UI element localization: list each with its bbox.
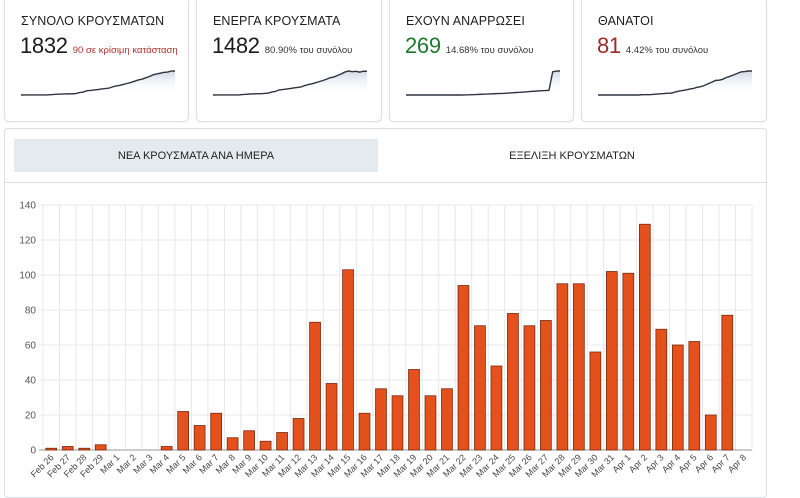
bar[interactable] bbox=[721, 314, 734, 451]
tab-label: ΝΕΑ ΚΡΟΥΣΜΑΤΑ ΑΝΑ ΗΜΕΡΑ bbox=[117, 149, 275, 162]
bar[interactable] bbox=[457, 285, 470, 451]
card-title: ΣΥΝΟΛΟ ΚΡΟΥΣΜΑΤΩΝ bbox=[21, 14, 165, 28]
bar[interactable] bbox=[325, 383, 338, 451]
sparkline-area bbox=[21, 71, 175, 95]
bar[interactable] bbox=[61, 446, 74, 451]
bar[interactable] bbox=[507, 313, 519, 451]
bar[interactable] bbox=[671, 344, 684, 451]
bar[interactable] bbox=[408, 369, 420, 451]
sparkline-line bbox=[20, 70, 176, 96]
sparkline-area bbox=[213, 71, 367, 95]
card-value-row: 1482 80.90% του συνόλου bbox=[212, 33, 352, 59]
card-value: 1832 bbox=[20, 33, 68, 58]
bar[interactable] bbox=[193, 425, 206, 451]
x-tick-label: Apr 8 bbox=[726, 452, 748, 474]
bar[interactable] bbox=[292, 418, 305, 451]
bar[interactable] bbox=[358, 412, 371, 451]
stat-card-deaths: ΘΑΝΑΤΟΙ 81 4.42% του συνόλου bbox=[581, 0, 767, 122]
bar[interactable] bbox=[474, 325, 486, 451]
card-subtext: 90 σε κρίσιμη κατάσταση bbox=[72, 45, 178, 56]
bar[interactable] bbox=[391, 395, 404, 451]
bar[interactable] bbox=[704, 414, 717, 451]
bar[interactable] bbox=[177, 411, 189, 451]
bar[interactable] bbox=[424, 395, 437, 451]
y-tick-label: 40 bbox=[25, 376, 37, 387]
sparkline-line bbox=[406, 70, 561, 96]
bar[interactable] bbox=[556, 283, 569, 451]
bar[interactable] bbox=[688, 341, 701, 451]
bar[interactable] bbox=[573, 283, 585, 451]
card-title: ΘΑΝΑΤΟΙ bbox=[598, 14, 654, 28]
bar[interactable] bbox=[523, 325, 536, 451]
bar[interactable] bbox=[441, 388, 453, 451]
bar[interactable] bbox=[342, 269, 354, 451]
card-value-row: 81 4.42% του συνόλου bbox=[597, 33, 708, 59]
y-tick-label: 0 bbox=[30, 446, 36, 457]
stat-card-recovered: ΕΧΟΥΝ ΑΝΑΡΡΩΣΕΙ 269 14.68% του συνόλου bbox=[389, 0, 574, 122]
bar[interactable] bbox=[210, 412, 222, 451]
sparkline-recovered bbox=[406, 70, 561, 96]
bar[interactable] bbox=[276, 432, 288, 451]
tab-new-cases-per-day[interactable]: ΝΕΑ ΚΡΟΥΣΜΑΤΑ ΑΝΑ ΗΜΕΡΑ bbox=[14, 139, 378, 172]
bar[interactable] bbox=[226, 437, 239, 451]
card-title: ΕΧΟΥΝ ΑΝΑΡΡΩΣΕΙ bbox=[406, 14, 525, 28]
tab-cases-evolution[interactable]: ΕΞΕΛΙΞΗ ΚΡΟΥΣΜΑΤΩΝ bbox=[385, 139, 759, 172]
bar[interactable] bbox=[540, 320, 552, 451]
card-subtext: 80.90% του συνόλου bbox=[264, 45, 353, 56]
card-value-row: 1832 90 σε κρίσιμη κατάσταση bbox=[20, 33, 178, 59]
sparkline-deaths bbox=[598, 70, 752, 96]
bar[interactable] bbox=[94, 444, 107, 451]
bar[interactable] bbox=[655, 328, 668, 451]
bar[interactable] bbox=[490, 365, 503, 451]
card-subtext: 14.68% του συνόλου bbox=[445, 45, 534, 56]
stat-card-active-cases: ΕΝΕΡΓΑ ΚΡΟΥΣΜΑΤΑ 1482 80.90% του συνόλου bbox=[196, 0, 382, 122]
bar[interactable] bbox=[589, 351, 602, 451]
y-tick-label: 80 bbox=[25, 306, 37, 317]
sparkline-line bbox=[598, 70, 752, 96]
y-tick-label: 60 bbox=[25, 341, 37, 352]
card-title: ΕΝΕΡΓΑ ΚΡΟΥΣΜΑΤΑ bbox=[213, 14, 341, 28]
sparkline-line bbox=[212, 70, 368, 96]
bar[interactable] bbox=[622, 272, 635, 451]
y-tick-label: 140 bbox=[19, 201, 36, 212]
tab-label: ΕΞΕΛΙΞΗ ΚΡΟΥΣΜΑΤΩΝ bbox=[509, 149, 635, 162]
bar[interactable] bbox=[638, 223, 651, 451]
bar[interactable] bbox=[375, 388, 387, 451]
bar[interactable] bbox=[259, 440, 272, 451]
stat-card-total-cases: ΣΥΝΟΛΟ ΚΡΟΥΣΜΑΤΩΝ 1832 90 σε κρίσιμη κατ… bbox=[4, 0, 189, 122]
sparkline-area bbox=[406, 71, 560, 95]
bar[interactable] bbox=[606, 271, 618, 451]
sparkline-active bbox=[212, 70, 368, 96]
sparkline-area bbox=[598, 71, 752, 95]
bar[interactable] bbox=[309, 321, 321, 451]
sparkline-total bbox=[20, 70, 176, 96]
chart-tabs: ΝΕΑ ΚΡΟΥΣΜΑΤΑ ΑΝΑ ΗΜΕΡΑ ΕΞΕΛΙΞΗ ΚΡΟΥΣΜΑΤ… bbox=[5, 129, 766, 183]
y-tick-label: 120 bbox=[19, 236, 36, 247]
card-value: 1482 bbox=[212, 33, 260, 58]
bar[interactable] bbox=[78, 447, 91, 451]
card-value-row: 269 14.68% του συνόλου bbox=[405, 33, 533, 59]
card-subtext: 4.42% του συνόλου bbox=[625, 45, 709, 56]
bar[interactable] bbox=[160, 446, 173, 451]
y-tick-label: 20 bbox=[25, 411, 37, 422]
bar[interactable] bbox=[45, 447, 58, 451]
card-value: 269 bbox=[405, 33, 441, 58]
y-tick-label: 100 bbox=[19, 271, 36, 282]
bar[interactable] bbox=[243, 430, 255, 451]
card-value: 81 bbox=[597, 33, 621, 58]
